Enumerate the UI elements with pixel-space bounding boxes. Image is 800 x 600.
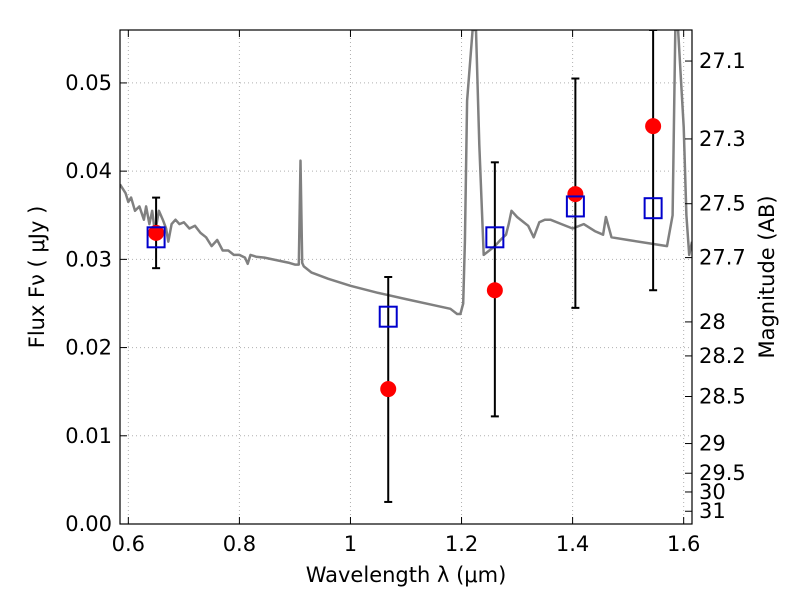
model-point [378, 305, 398, 328]
sed-curve-group [120, 30, 692, 316]
observed-point [380, 381, 397, 398]
model-point [485, 226, 505, 249]
x-tick-label: 1.4 [556, 532, 589, 556]
y-tick-label: 0.04 [65, 159, 112, 183]
right-tick-label: 30 [699, 480, 726, 504]
x-tick-label: 1.2 [445, 532, 478, 556]
y-tick-label: 0.02 [65, 336, 112, 360]
y-tick-label: 0.01 [65, 424, 112, 448]
x-axis-ticks: 0.6 0.8 1 1.2 1.4 1.6 [112, 30, 700, 556]
right-axis-label: Magnitude (AB) [755, 195, 779, 358]
x-axis-label: Wavelength λ (μm) [306, 563, 507, 587]
sed-curve [120, 30, 692, 316]
right-tick-label: 28.5 [699, 384, 746, 408]
right-tick-label: 31 [699, 499, 726, 523]
model-point [146, 226, 166, 249]
right-tick-label: 28.2 [699, 344, 746, 368]
right-tick-label: 27.3 [699, 127, 746, 151]
right-tick-label: 29 [699, 432, 726, 456]
x-tick-label: 0.6 [112, 532, 145, 556]
y-tick-label: 0.05 [65, 71, 112, 95]
observed-point [645, 118, 662, 135]
y-axis-ticks: 0.00 0.01 0.02 0.03 0.04 0.05 [65, 71, 127, 536]
x-tick-label: 0.8 [223, 532, 256, 556]
y-tick-label: 0.03 [65, 247, 112, 271]
model-point [643, 197, 663, 220]
observed-point [486, 282, 503, 299]
right-tick-label: 28 [699, 310, 726, 334]
model-points-group [146, 195, 663, 328]
right-tick-label: 27.7 [699, 246, 746, 270]
plot-frame [119, 29, 693, 525]
observed-point [148, 224, 165, 241]
observed-points-group [148, 118, 662, 398]
x-tick-label: 1.6 [667, 532, 700, 556]
y-axis-label: Flux Fν ( μJy ) [25, 206, 49, 349]
right-tick-label: 27.5 [699, 192, 746, 216]
right-tick-label: 29.5 [699, 461, 746, 485]
model-point [565, 195, 585, 218]
observed-point [567, 186, 584, 203]
x-tick-label: 1 [344, 532, 357, 556]
right-tick-label: 27.1 [699, 49, 746, 73]
y-tick-label: 0.00 [65, 512, 112, 536]
